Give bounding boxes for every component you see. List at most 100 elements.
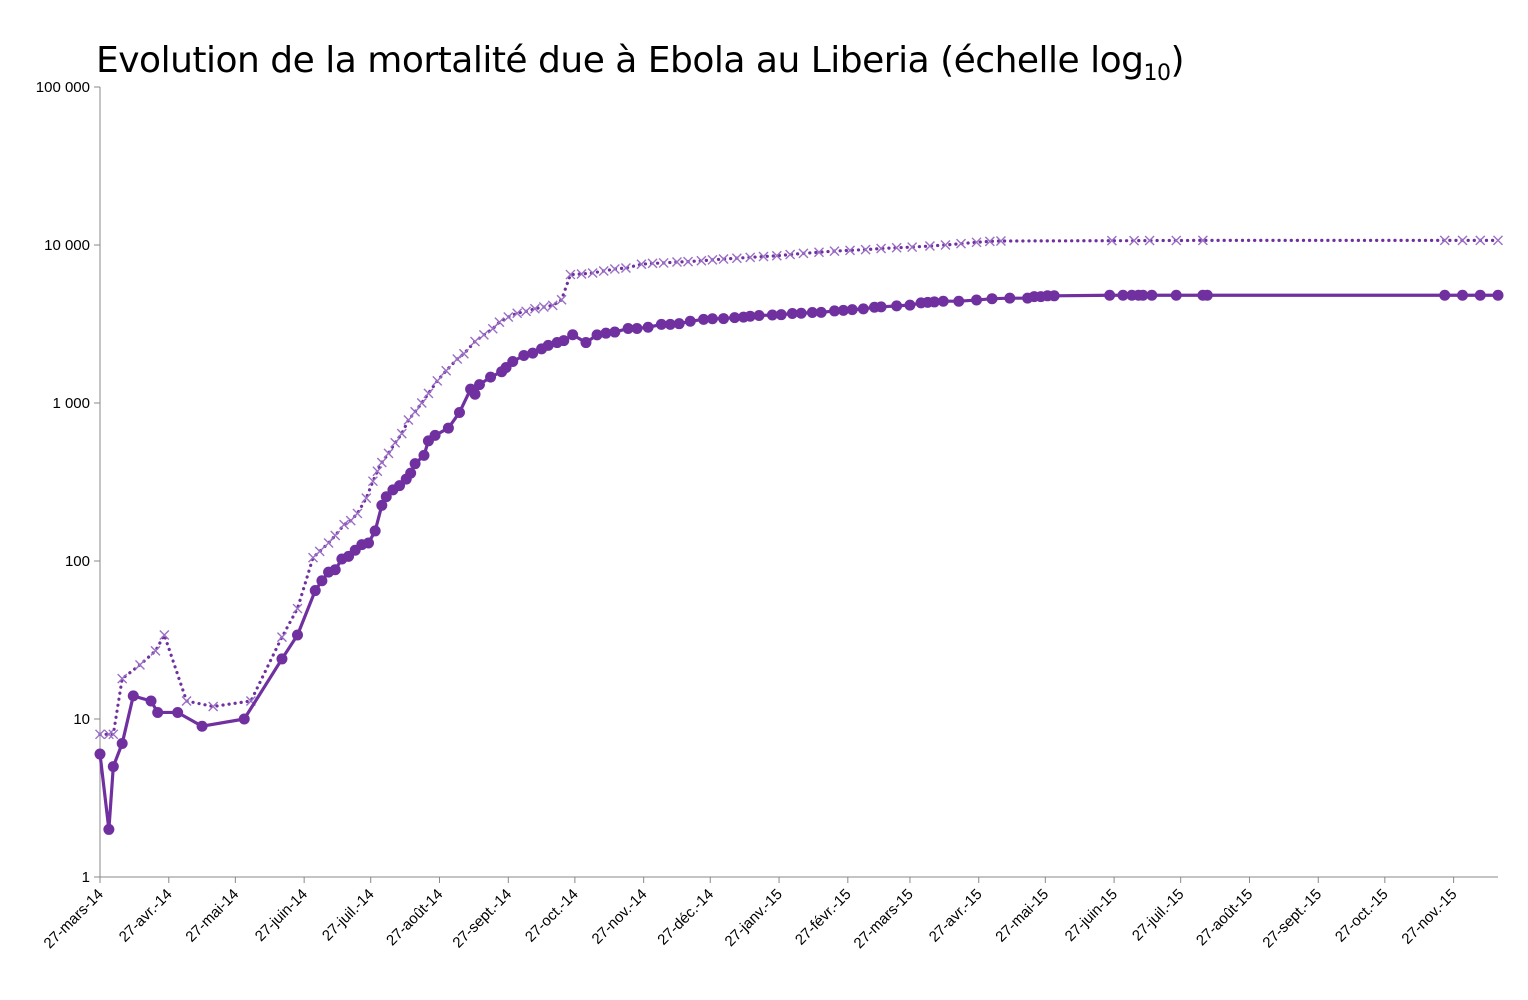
y-tick-label: 1 [82,869,90,886]
data-point [429,429,441,441]
data-point [367,476,378,487]
data-point [518,350,530,362]
data-point [775,309,787,321]
y-tick-label: 100 [65,553,90,570]
data-point [238,713,250,725]
data-point [432,375,443,386]
data-point [330,530,341,541]
x-tick-label: 27-mars-14 [41,886,107,952]
data-point [995,236,1006,246]
data-point [1197,235,1208,246]
data-point [1457,235,1468,246]
data-point [837,304,849,316]
data-point [103,823,115,835]
data-point [159,630,170,641]
data-point [845,245,856,256]
data-point [494,317,505,328]
series-1 [95,235,1503,740]
data-point [766,309,778,321]
data-point [729,312,741,324]
y-tick-label: 1 000 [52,395,90,412]
data-point [953,295,965,307]
data-point [352,508,363,519]
data-point [706,313,718,325]
data-point [329,564,341,576]
data-point [134,659,145,670]
data-point [363,537,375,549]
data-point [529,303,540,314]
data-point [696,255,707,266]
data-point [940,240,951,250]
y-tick-label: 10 [73,711,90,728]
data-point [1493,235,1503,246]
data-point [924,241,935,252]
data-point [409,458,421,470]
data-point [507,356,519,368]
data-point [731,253,742,264]
data-point [423,388,434,399]
data-point [1171,235,1182,246]
x-tick-label: 27-juil.-14 [319,886,378,945]
data-point [1106,235,1117,246]
data-point [1117,289,1129,301]
data-point [971,294,983,306]
data-point [405,467,417,479]
data-point [609,263,620,274]
chart-title: Evolution de la mortalité due à Ebola au… [96,40,1185,87]
series-layer [94,235,1504,835]
data-point [829,246,840,257]
data-point [442,422,454,434]
data-point [587,267,598,278]
data-point [860,244,871,255]
data-point [150,645,161,656]
data-point [984,236,995,247]
data-point [503,312,514,323]
data-point [904,299,916,311]
data-point [470,336,481,347]
data-point [152,706,164,718]
data-point [469,388,481,400]
data-point [620,263,631,274]
data-point [94,748,106,760]
data-point [390,437,401,448]
data-point [1201,289,1213,301]
data-point [95,729,105,740]
x-tick-label: 27-févr.-15 [792,886,855,949]
data-point [1456,289,1468,301]
data-point [798,248,809,259]
series-1-line [98,238,1500,736]
data-point [857,303,869,315]
data-point [600,327,612,339]
data-point [753,310,765,322]
data-point [813,247,824,258]
x-tick-label: 27-sept.-14 [449,886,515,952]
data-point [309,585,321,597]
data-point [986,293,998,305]
data-point [291,629,303,641]
x-tick-label: 27-nov.-14 [589,886,651,948]
data-point [316,575,328,587]
data-point [512,308,523,319]
data-point [671,257,682,268]
x-tick-label: 27-juil.-15 [1129,886,1188,945]
x-tick-label: 27-mai-14 [182,886,242,946]
data-point [453,406,465,418]
data-point [396,428,407,439]
data-point [339,519,350,530]
data-point [1170,289,1182,301]
data-point [937,295,949,307]
data-point [181,696,192,706]
data-point [145,695,157,707]
data-point [1104,289,1116,301]
series-2 [94,289,1504,835]
data-point [521,306,532,317]
x-tick-label: 27-mars-15 [851,886,917,952]
data-point [547,300,558,311]
data-point [785,249,796,260]
data-point [542,339,554,351]
data-point [127,690,139,702]
data-point [684,315,696,327]
x-tick-label: 27-mai-15 [992,886,1052,946]
